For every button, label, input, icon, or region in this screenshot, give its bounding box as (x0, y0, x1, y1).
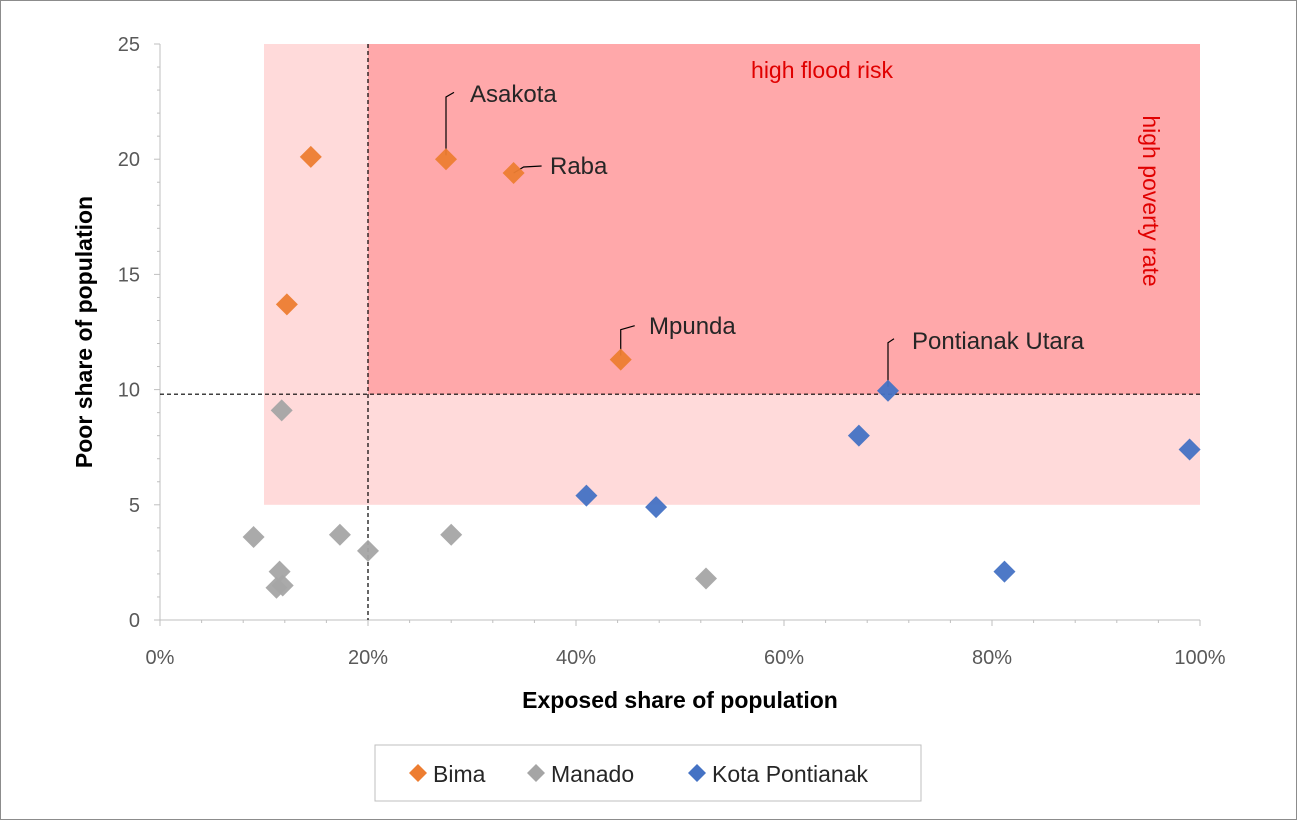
data-points (242, 145, 1201, 599)
point-manado (271, 574, 294, 597)
x-tick-label: 0% (146, 647, 175, 669)
point-kota-pontianak (645, 496, 668, 519)
high-poverty-rate-label: high poverty rate (1138, 115, 1164, 286)
y-tick-label: 20 (118, 149, 140, 171)
point-bima (435, 148, 457, 171)
legend-box (374, 744, 922, 802)
x-tick-label: 20% (348, 647, 388, 669)
point-kota-pontianak (1178, 438, 1201, 461)
point-bima (502, 162, 525, 185)
axes: 0 5 10 15 20 25 0% 20% 40% 60% 80% 100% (118, 34, 1226, 669)
point-manado (270, 399, 293, 422)
legend-marker-bima (409, 764, 427, 782)
callout-label-mpunda: Mpunda (649, 313, 736, 340)
point-kota-pontianak (847, 424, 870, 447)
point-bima (275, 293, 298, 316)
point-manado (328, 523, 351, 546)
y-tick-label: 25 (118, 34, 140, 56)
legend-label-manado: Manado (551, 761, 634, 787)
point-manado (242, 526, 265, 549)
point-bima (299, 145, 322, 168)
point-manado (357, 539, 379, 562)
y-axis-title: Poor share of population (71, 196, 97, 468)
x-axis-title: Exposed share of population (522, 687, 838, 713)
y-tick-label: 0 (129, 610, 140, 632)
callout-label-raba: Raba (550, 153, 608, 180)
x-tick-label: 100% (1174, 647, 1225, 669)
high-flood-risk-label: high flood risk (751, 57, 893, 83)
threshold-lines (160, 44, 1200, 620)
callout-leader-pontianak-utara (887, 338, 895, 387)
x-tick-label: 80% (972, 647, 1012, 669)
callouts: Asakota Raba Mpunda Pontianak Utara (445, 81, 1085, 387)
callout-label-asakota: Asakota (470, 81, 557, 108)
legend-marker-manado (527, 764, 545, 782)
legend-label-bima: Bima (433, 761, 486, 787)
point-kota-pontianak (877, 379, 899, 402)
point-bima (609, 348, 632, 371)
high-risk-region (368, 44, 1200, 395)
y-tick-label: 10 (118, 380, 140, 402)
x-tick-label: 60% (764, 647, 804, 669)
legend-label-kota-pontianak: Kota Pontianak (712, 761, 869, 787)
y-tick-label: 5 (129, 495, 140, 517)
callout-leader-asakota (445, 91, 455, 156)
point-manado (440, 523, 463, 546)
point-kota-pontianak (575, 484, 598, 507)
y-tick-label: 15 (118, 264, 140, 286)
point-manado (695, 567, 717, 590)
callout-label-pontianak-utara: Pontianak Utara (912, 328, 1085, 355)
risk-regions (264, 44, 1200, 505)
x-tick-label: 40% (556, 647, 596, 669)
point-kota-pontianak (993, 560, 1016, 583)
callout-leader-mpunda (620, 325, 635, 356)
legend: Bima Manado Kota Pontianak (374, 744, 922, 802)
legend-marker-kota-pontianak (688, 764, 706, 782)
